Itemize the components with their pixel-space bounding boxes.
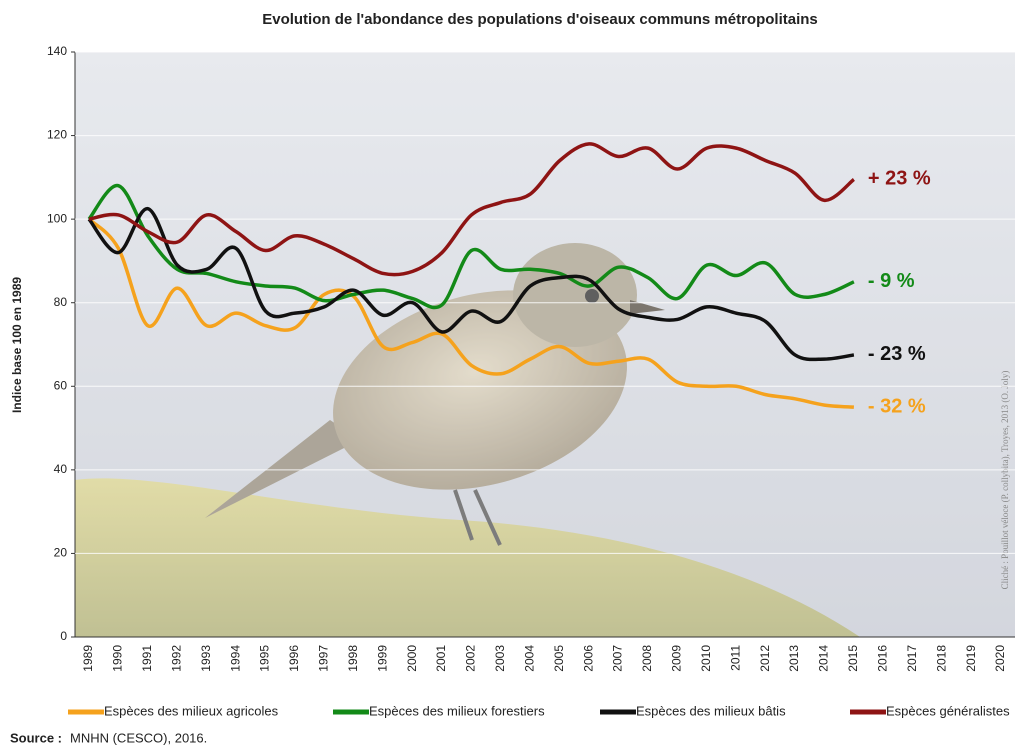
x-tick-label: 2007 — [611, 645, 625, 672]
x-tick-label: 2002 — [464, 645, 478, 672]
legend-label: Espèces des milieux agricoles — [104, 703, 279, 718]
x-tick-label: 2005 — [552, 645, 566, 672]
x-tick-label: 2014 — [817, 645, 831, 672]
x-tick-label: 1998 — [346, 645, 360, 672]
x-tick-label: 2009 — [670, 645, 684, 672]
legend-label: Espèces généralistes — [886, 703, 1010, 718]
x-tick-label: 2001 — [434, 645, 448, 672]
x-tick-label: 2012 — [758, 645, 772, 672]
x-tick-label: 2019 — [964, 645, 978, 672]
source-label: Source : — [10, 730, 62, 745]
x-tick-label: 2000 — [405, 645, 419, 672]
photo-credit: Cliché : Pouillot véloce (P. collybita),… — [1000, 371, 1010, 590]
x-tick-label: 2018 — [934, 645, 948, 672]
x-tick-label: 1995 — [258, 645, 272, 672]
x-tick-label: 2003 — [493, 645, 507, 672]
y-tick-label: 80 — [54, 295, 68, 309]
x-tick-label: 2013 — [787, 645, 801, 672]
x-tick-label: 1993 — [199, 645, 213, 672]
x-tick-label: 2020 — [993, 645, 1007, 672]
legend-label: Espèces des milieux bâtis — [636, 703, 786, 718]
x-tick-label: 2015 — [846, 645, 860, 672]
source: MNHN (CESCO), 2016. — [70, 730, 207, 745]
x-tick-label: 2006 — [581, 645, 595, 672]
x-tick-label: 1999 — [375, 645, 389, 672]
x-tick-label: 2008 — [640, 645, 654, 672]
chart-title: Evolution de l'abondance des populations… — [262, 11, 818, 28]
end-label: - 23 % — [868, 343, 926, 365]
y-axis-label: Indice base 100 en 1989 — [10, 277, 24, 413]
x-tick-label: 2004 — [522, 645, 536, 672]
y-tick-label: 140 — [47, 44, 67, 58]
x-tick-label: 2017 — [905, 645, 919, 672]
y-tick-label: 60 — [54, 378, 68, 392]
end-label: + 23 % — [868, 168, 931, 190]
x-tick-label: 2016 — [875, 645, 889, 672]
x-tick-label: 1994 — [228, 645, 242, 672]
y-tick-label: 100 — [47, 211, 67, 225]
y-tick-label: 0 — [60, 629, 67, 643]
y-tick-label: 20 — [54, 546, 68, 560]
legend-label: Espèces des milieux forestiers — [369, 703, 545, 718]
x-tick-label: 1997 — [317, 645, 331, 672]
end-label: - 9 % — [868, 270, 915, 292]
x-tick-label: 1991 — [140, 645, 154, 672]
x-tick-label: 2010 — [699, 645, 713, 672]
x-tick-label: 1992 — [169, 645, 183, 672]
y-tick-label: 120 — [47, 128, 67, 142]
x-tick-label: 2011 — [728, 645, 742, 671]
x-tick-label: 1989 — [81, 645, 95, 672]
y-tick-label: 40 — [54, 462, 68, 476]
x-tick-label: 1996 — [287, 645, 301, 672]
end-label: - 32 % — [868, 395, 926, 417]
chart: Evolution de l'abondance des populations… — [0, 0, 1026, 751]
x-tick-label: 1990 — [111, 645, 125, 672]
